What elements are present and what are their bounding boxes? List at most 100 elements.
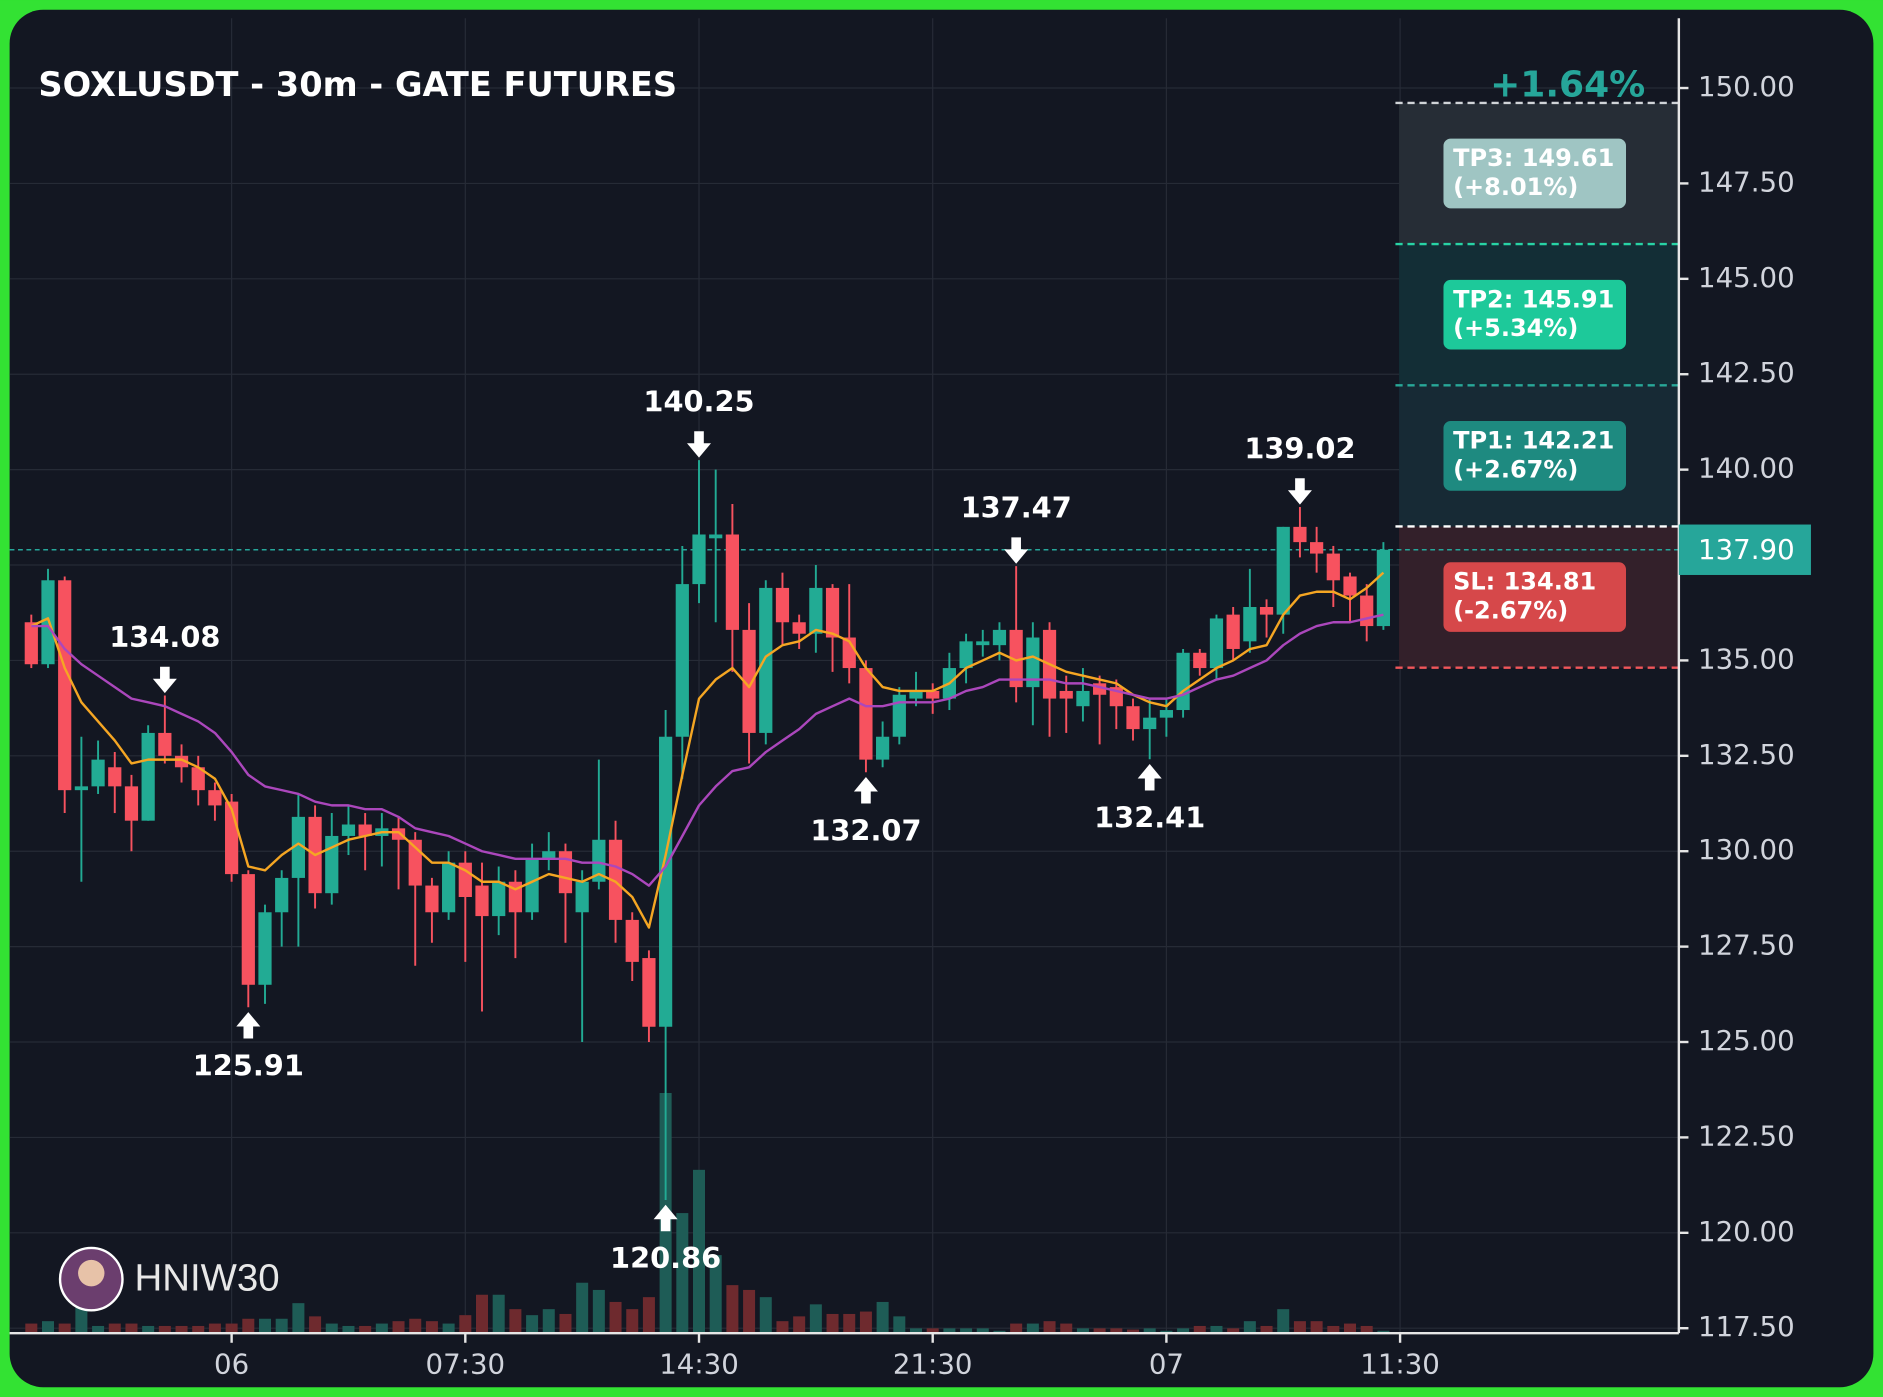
- y-tick-label: 147.50: [1698, 165, 1795, 198]
- candle-body: [992, 629, 1007, 646]
- level-box: [1443, 421, 1627, 491]
- y-tick-label: 125.00: [1698, 1024, 1795, 1057]
- volume-bar: [776, 1321, 789, 1334]
- candle-body: [792, 622, 806, 634]
- candle-body: [208, 790, 222, 806]
- annotation-arrow: [236, 1012, 261, 1039]
- volume-bar: [325, 1323, 338, 1334]
- volume-bar: [1127, 1329, 1140, 1334]
- candle-body: [809, 587, 823, 634]
- volume-bar: [526, 1315, 539, 1334]
- overlay: TP3: 149.61(+8.01%) TP2: 145.91(+5.34%) TP…: [109, 101, 1679, 1275]
- plot: [9, 460, 1679, 1200]
- y-tick-label: 120.00: [1698, 1215, 1795, 1248]
- candle-body: [241, 874, 255, 985]
- candle-body: [275, 877, 289, 913]
- volume-bar: [1243, 1321, 1256, 1334]
- level-change: (+8.01%): [1453, 173, 1578, 201]
- volume-bar: [1076, 1328, 1089, 1334]
- change-label: +1.64%: [1490, 65, 1645, 106]
- volume-bar: [509, 1309, 522, 1334]
- volume-bar: [1327, 1325, 1340, 1334]
- last-price-label: 137.90: [1698, 533, 1795, 566]
- candle-body: [475, 885, 489, 917]
- candle-body: [258, 912, 272, 985]
- annotation-label: 132.41: [1094, 800, 1205, 834]
- average-line: [30, 571, 1385, 929]
- volume-bar: [592, 1289, 605, 1334]
- candle-body: [124, 786, 139, 821]
- candle-body: [892, 694, 906, 737]
- axes: 117.50 120.00 122.50 125.00 127.50 130.00 132.…: [214, 70, 1811, 1381]
- level-change: (+5.34%): [1453, 314, 1578, 342]
- volume-bar: [242, 1318, 255, 1334]
- volume-bar: [359, 1325, 372, 1334]
- candle-body: [825, 587, 840, 638]
- x-tick-label: 07: [1149, 1348, 1184, 1381]
- volume-bar: [1360, 1325, 1373, 1334]
- volume-bar: [576, 1282, 589, 1334]
- candle-body: [341, 824, 356, 836]
- volume-bar: [41, 1321, 55, 1334]
- level-box: [1443, 138, 1627, 209]
- candle-body: [1243, 606, 1257, 642]
- y-tick-label: 132.50: [1698, 738, 1795, 771]
- candle-body: [1076, 690, 1090, 707]
- candle-body: [174, 755, 189, 768]
- candle-body: [709, 534, 723, 539]
- candle-body: [1193, 652, 1207, 669]
- y-tick-label: 142.50: [1698, 356, 1795, 389]
- volume-bar: [709, 1255, 722, 1334]
- candle-body: [926, 690, 940, 699]
- volume-bar: [926, 1328, 939, 1334]
- candle-body: [909, 690, 923, 699]
- annotation-arrow: [152, 666, 177, 694]
- level-change: (-2.67%): [1453, 596, 1568, 624]
- volume-bar: [876, 1301, 889, 1334]
- candle-body: [1259, 606, 1274, 615]
- candle-body: [1009, 629, 1023, 688]
- x-tick-label: 07:30: [426, 1348, 506, 1381]
- volume-bar: [208, 1323, 221, 1334]
- volume-bar: [492, 1294, 505, 1334]
- y-tick-label: 122.50: [1698, 1119, 1795, 1152]
- avatar-face: [78, 1259, 105, 1287]
- candle-body: [1276, 526, 1290, 615]
- candle-body: [1159, 710, 1173, 718]
- volume-bar: [475, 1294, 489, 1334]
- candle-body: [1209, 618, 1224, 669]
- level-box: [1443, 279, 1627, 350]
- annotation-label: 139.02: [1244, 432, 1355, 466]
- volume-bar: [893, 1316, 906, 1334]
- watermark: HNIW30: [135, 1256, 280, 1299]
- volume-bar: [809, 1304, 822, 1334]
- candle-body: [291, 816, 305, 878]
- level-label: TP1: 142.21: [1453, 426, 1614, 454]
- volume-bar: [943, 1328, 956, 1334]
- candle-body: [158, 732, 172, 756]
- volume-bar: [960, 1328, 973, 1334]
- volume-bar: [225, 1323, 238, 1334]
- volume-bar: [609, 1301, 622, 1334]
- volume-bar: [692, 1169, 706, 1334]
- annotation-arrow: [1004, 537, 1029, 564]
- volume-bar: [910, 1328, 923, 1334]
- annotation-arrow: [653, 1204, 678, 1232]
- y-tick-label: 140.00: [1698, 452, 1795, 485]
- chart-title: SOXLUSDT - 30m - GATE FUTURES: [38, 65, 677, 104]
- y-tick-label: 117.50: [1698, 1310, 1795, 1343]
- level-change: (+2.67%): [1453, 455, 1578, 483]
- candle-body: [1093, 683, 1107, 695]
- candle-body: [742, 629, 756, 733]
- y-tick-label: 145.00: [1698, 261, 1795, 294]
- volume-bar: [442, 1323, 455, 1334]
- candle-body: [91, 759, 105, 787]
- candle-body: [442, 862, 456, 913]
- x-tick-label: 11:30: [1360, 1348, 1440, 1381]
- candle-body: [508, 881, 522, 913]
- candle-body: [759, 587, 773, 733]
- volume-bar: [1143, 1328, 1156, 1334]
- volume-bar: [58, 1323, 71, 1334]
- candle-body: [1293, 526, 1307, 543]
